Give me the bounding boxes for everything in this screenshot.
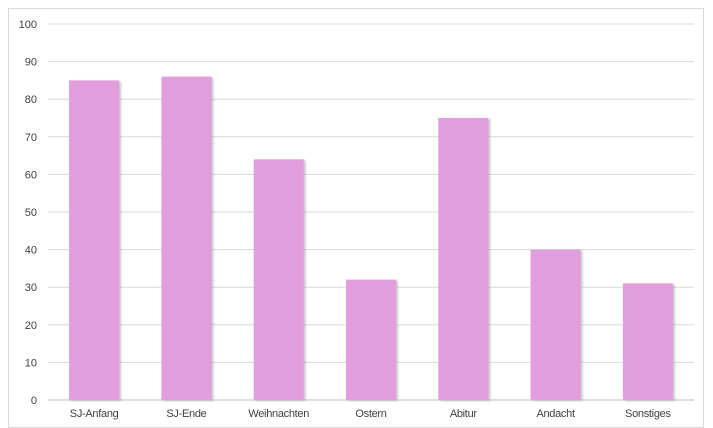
x-tick-label: Abitur — [450, 408, 478, 420]
bar-sj-ende — [161, 76, 212, 400]
y-tick-label: 100 — [19, 19, 37, 31]
y-axis-tick-labels: 0 10 20 30 40 50 60 70 80 90 100 — [19, 19, 37, 407]
y-tick-label: 90 — [25, 57, 37, 69]
y-tick-label: 0 — [31, 395, 37, 407]
bar-sj-anfang — [69, 80, 120, 401]
y-tick-label: 20 — [25, 320, 37, 332]
y-tick-label: 60 — [25, 169, 37, 181]
x-tick-label: Sonstiges — [625, 408, 671, 420]
x-axis-category-labels: SJ-Anfang SJ-Ende Weihnachten Ostern Abitur A… — [70, 408, 672, 420]
x-tick-label: Ostern — [355, 408, 386, 420]
x-tick-label: SJ-Ende — [166, 408, 206, 420]
y-tick-label: 50 — [25, 207, 37, 219]
x-tick-label: Weihnachten — [248, 408, 309, 420]
bar-abitur — [438, 118, 489, 400]
y-tick-label: 70 — [25, 132, 37, 144]
bar-weihnachten — [253, 159, 304, 400]
y-tick-label: 80 — [25, 94, 37, 106]
bars — [69, 76, 673, 401]
gridlines — [48, 23, 694, 401]
x-tick-label: SJ-Anfang — [70, 408, 119, 420]
bar-ostern — [346, 279, 396, 400]
y-tick-label: 10 — [25, 357, 37, 369]
bar-sonstiges — [622, 283, 673, 400]
x-tick-label: Andacht — [536, 408, 575, 420]
y-tick-label: 40 — [25, 245, 37, 257]
y-tick-label: 30 — [25, 282, 37, 294]
bar-andacht — [530, 249, 581, 400]
